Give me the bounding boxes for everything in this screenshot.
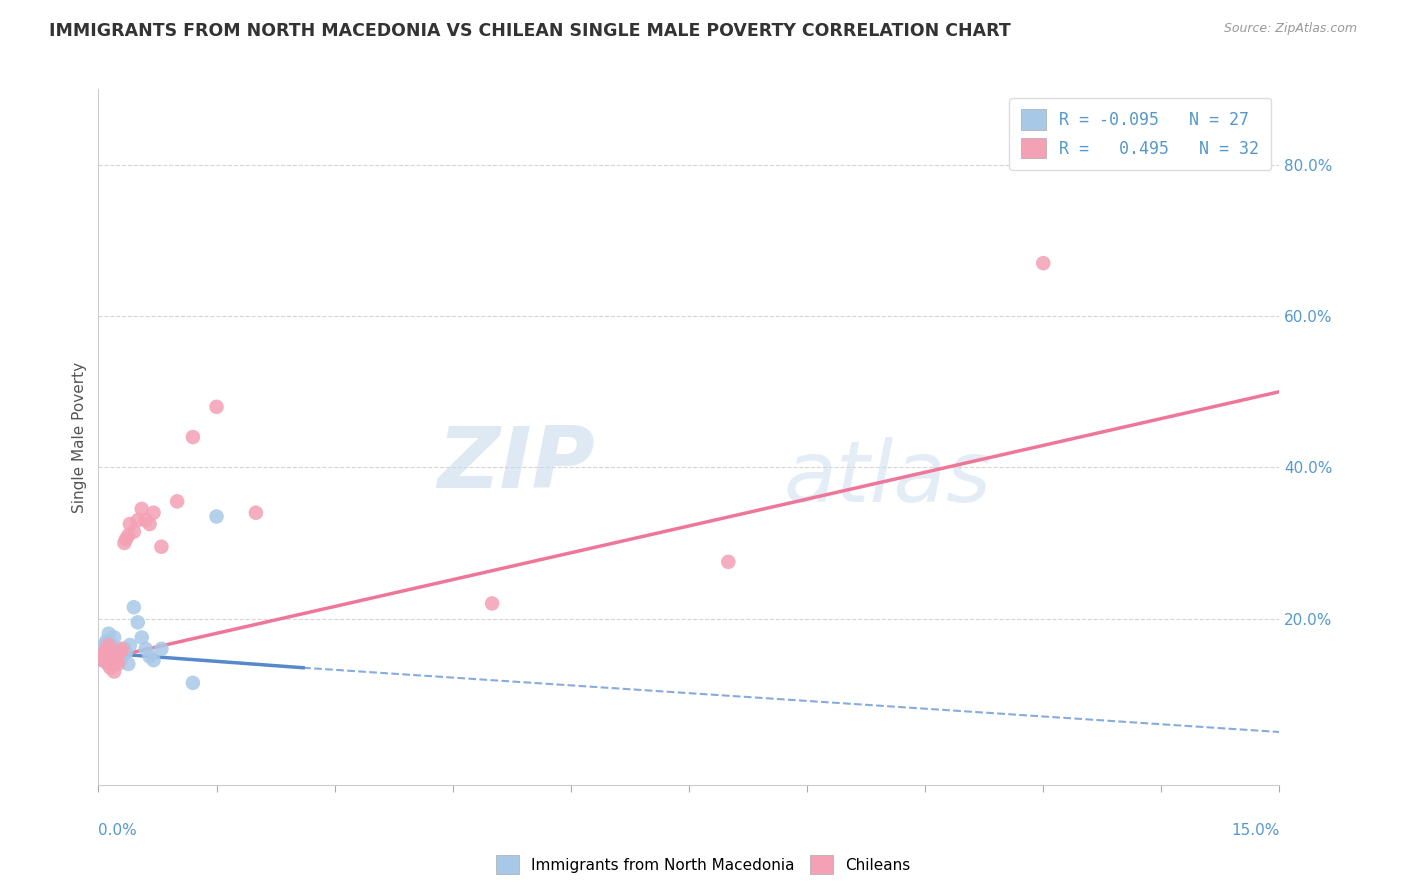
Point [97,626,120,640]
Point [107,646,129,660]
Point [245,506,267,520]
Point [93,646,115,660]
Point [138,516,160,531]
Point [131,631,153,645]
Point [98,649,121,664]
Point [93,638,115,652]
Point [205,400,228,414]
Point [91,653,114,667]
Point [97,641,120,656]
Point [127,513,149,527]
Point [166,494,188,508]
Legend: Immigrants from North Macedonia, Chileans: Immigrants from North Macedonia, Chilean… [489,849,917,880]
Point [101,638,124,652]
Point [142,653,165,667]
Point [150,641,173,656]
Point [93,646,115,660]
Text: IMMIGRANTS FROM NORTH MACEDONIA VS CHILEAN SINGLE MALE POVERTY CORRELATION CHART: IMMIGRANTS FROM NORTH MACEDONIA VS CHILE… [49,22,1011,40]
Text: ZIP: ZIP [437,424,595,507]
Point [91,653,114,667]
Point [135,513,157,527]
Y-axis label: Single Male Poverty: Single Male Poverty [72,361,87,513]
Point [127,615,149,630]
Point [117,528,139,542]
Point [110,653,132,667]
Point [103,665,125,679]
Point [135,641,157,656]
Point [181,676,204,690]
Point [131,502,153,516]
Point [205,509,228,524]
Legend: R = -0.095   N = 27, R =   0.495   N = 32: R = -0.095 N = 27, R = 0.495 N = 32 [1010,97,1271,169]
Point [97,657,120,671]
Point [104,653,127,667]
Text: Source: ZipAtlas.com: Source: ZipAtlas.com [1223,22,1357,36]
Point [104,641,127,656]
Point [118,516,141,531]
Point [97,638,120,652]
Point [110,646,132,660]
Point [181,430,204,444]
Point [481,597,503,611]
Point [138,649,160,664]
Point [93,649,115,664]
Point [107,657,129,671]
Point [142,506,165,520]
Point [122,600,145,615]
Point [101,657,124,671]
Point [101,649,124,664]
Point [111,649,134,664]
Point [103,631,125,645]
Text: 0.0%: 0.0% [98,823,138,838]
Point [112,536,135,550]
Point [150,540,173,554]
Point [101,657,124,671]
Point [112,641,135,656]
Text: atlas: atlas [783,437,991,520]
Point [96,634,118,648]
Text: 15.0%: 15.0% [1232,823,1279,838]
Point [717,555,740,569]
Point [118,638,141,652]
Point [115,532,138,546]
Point [98,661,121,675]
Point [1032,256,1054,270]
Point [96,641,118,656]
Point [111,641,134,656]
Point [117,657,139,671]
Point [115,646,138,660]
Point [122,524,145,539]
